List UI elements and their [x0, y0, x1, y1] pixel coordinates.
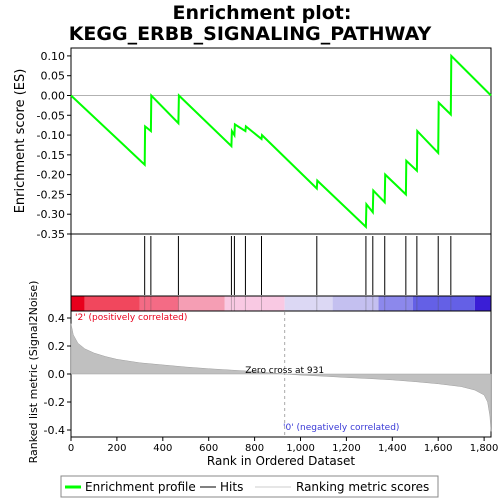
top-y-tick-label: -0.35: [37, 228, 65, 241]
x-tick-label: 1,200: [332, 443, 361, 454]
top-y-tick-label: -0.20: [37, 169, 65, 182]
x-tick-label: 600: [199, 443, 218, 454]
bottom-y-tick-label: 0.4: [48, 312, 66, 325]
bottom-y-tick-label: -0.2: [44, 396, 65, 409]
heat-band: [84, 296, 140, 311]
heat-band: [284, 296, 333, 311]
x-tick-label: 1,400: [378, 443, 407, 454]
bottom-y-tick-label: 0.2: [48, 340, 66, 353]
positive-label: '2' (positively correlated): [75, 313, 187, 323]
bottom-y-tick-label: -0.4: [44, 424, 65, 437]
hits-panel-frame: [70, 233, 492, 297]
x-tick-label: 1,600: [424, 443, 453, 454]
x-tick-label: 1,000: [286, 443, 315, 454]
top-y-tick-label: 0.00: [41, 89, 66, 102]
heat-band: [71, 296, 85, 311]
x-axis: 0 200 400 600 800 1,000 1,200 1,400 1,600 1,800: [68, 437, 499, 454]
top-y-tick-label: 0.10: [41, 50, 66, 63]
top-panel-frame: [70, 47, 492, 235]
top-y-tick-label: -0.25: [37, 188, 65, 201]
x-tick-label: 200: [107, 443, 126, 454]
bottom-y-tick-label: 0.0: [48, 368, 66, 381]
x-tick-label: 800: [245, 443, 264, 454]
top-y-tick-label: -0.10: [37, 129, 65, 142]
bottom-y-axis-label: Ranked list metric (Signal2Noise): [27, 281, 40, 464]
bottom-panel: Zero cross at 931 '2' (positively correl…: [44, 310, 492, 438]
top-y-tick-label: -0.05: [37, 109, 65, 122]
legend-frame: [60, 475, 439, 498]
legend-label-ranking: Ranking metric scores: [296, 480, 429, 494]
top-y-tick-label: 0.05: [41, 70, 66, 83]
ranking-metric-area: [70, 323, 492, 432]
top-y-axis: 0.10 0.05 0.00 -0.05 -0.10 -0.15 -0.20 -0.25 -0.…: [37, 50, 71, 241]
top-y-axis-label: Enrichment score (ES): [13, 69, 28, 214]
heat-band: [224, 296, 285, 311]
top-y-tick-label: -0.15: [37, 149, 65, 162]
top-y-tick-label: -0.30: [37, 208, 65, 221]
heat-band: [178, 296, 225, 311]
chart-title: Enrichment plot:: [173, 2, 352, 24]
heat-band: [139, 296, 179, 311]
top-panel: 0.10 0.05 0.00 -0.05 -0.10 -0.15 -0.20 -0.25 -0.…: [37, 47, 492, 241]
enrichment-profile-line: [70, 53, 492, 230]
legend-label-hits: Hits: [220, 480, 243, 494]
legend: Enrichment profile Hits Ranking metric s…: [60, 475, 439, 498]
heat-panel: [70, 295, 492, 312]
heat-band: [378, 296, 413, 311]
negative-label: '0' (negatively correlated): [283, 423, 399, 433]
heat-band: [412, 296, 475, 311]
heat-band: [332, 296, 379, 311]
zero-cross-label: Zero cross at 931: [245, 366, 324, 376]
x-tick-label: 1,800: [470, 443, 499, 454]
heat-band: [474, 296, 491, 311]
x-axis-label: Rank in Ordered Dataset: [207, 454, 355, 468]
x-tick-label: 400: [153, 443, 172, 454]
bottom-y-axis: 0.4 0.2 0.0 -0.2 -0.4: [44, 312, 71, 437]
hits-panel: [70, 233, 492, 297]
x-tick-label: 0: [68, 443, 74, 454]
legend-label-enrichment: Enrichment profile: [85, 480, 196, 494]
chart-subtitle: KEGG_ERBB_SIGNALING_PATHWAY: [69, 23, 432, 45]
